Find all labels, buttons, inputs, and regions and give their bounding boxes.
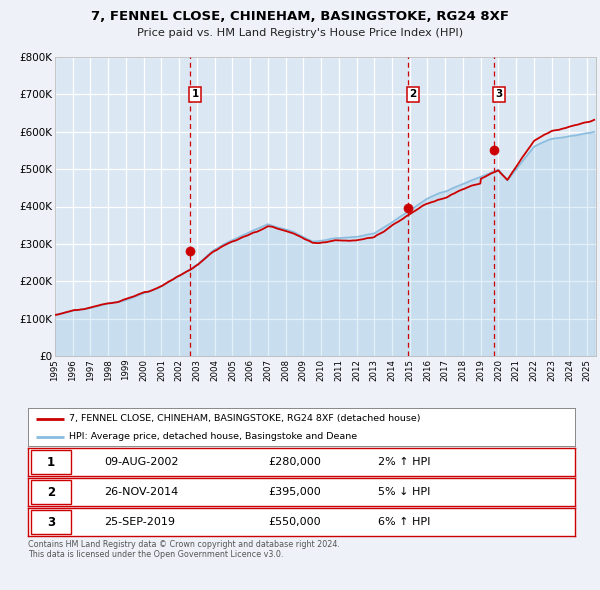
Text: 3: 3 [495, 89, 502, 99]
Text: Contains HM Land Registry data © Crown copyright and database right 2024.
This d: Contains HM Land Registry data © Crown c… [28, 540, 340, 559]
Text: £280,000: £280,000 [269, 457, 322, 467]
Text: 2: 2 [47, 486, 55, 499]
FancyBboxPatch shape [31, 480, 71, 504]
Text: 5% ↓ HPI: 5% ↓ HPI [378, 487, 430, 497]
Text: 7, FENNEL CLOSE, CHINEHAM, BASINGSTOKE, RG24 8XF: 7, FENNEL CLOSE, CHINEHAM, BASINGSTOKE, … [91, 10, 509, 23]
Text: 1: 1 [47, 455, 55, 468]
Text: 25-SEP-2019: 25-SEP-2019 [104, 517, 176, 527]
Text: 1: 1 [191, 89, 199, 99]
Text: 7, FENNEL CLOSE, CHINEHAM, BASINGSTOKE, RG24 8XF (detached house): 7, FENNEL CLOSE, CHINEHAM, BASINGSTOKE, … [69, 414, 421, 423]
Text: 26-NOV-2014: 26-NOV-2014 [104, 487, 179, 497]
Text: 2: 2 [409, 89, 417, 99]
FancyBboxPatch shape [31, 450, 71, 474]
Text: 3: 3 [47, 516, 55, 529]
Text: HPI: Average price, detached house, Basingstoke and Deane: HPI: Average price, detached house, Basi… [69, 432, 357, 441]
Text: £550,000: £550,000 [269, 517, 322, 527]
Text: Price paid vs. HM Land Registry's House Price Index (HPI): Price paid vs. HM Land Registry's House … [137, 28, 463, 38]
Text: 09-AUG-2002: 09-AUG-2002 [104, 457, 179, 467]
Text: 2% ↑ HPI: 2% ↑ HPI [378, 457, 431, 467]
FancyBboxPatch shape [31, 510, 71, 534]
Text: 6% ↑ HPI: 6% ↑ HPI [378, 517, 430, 527]
Text: £395,000: £395,000 [269, 487, 322, 497]
